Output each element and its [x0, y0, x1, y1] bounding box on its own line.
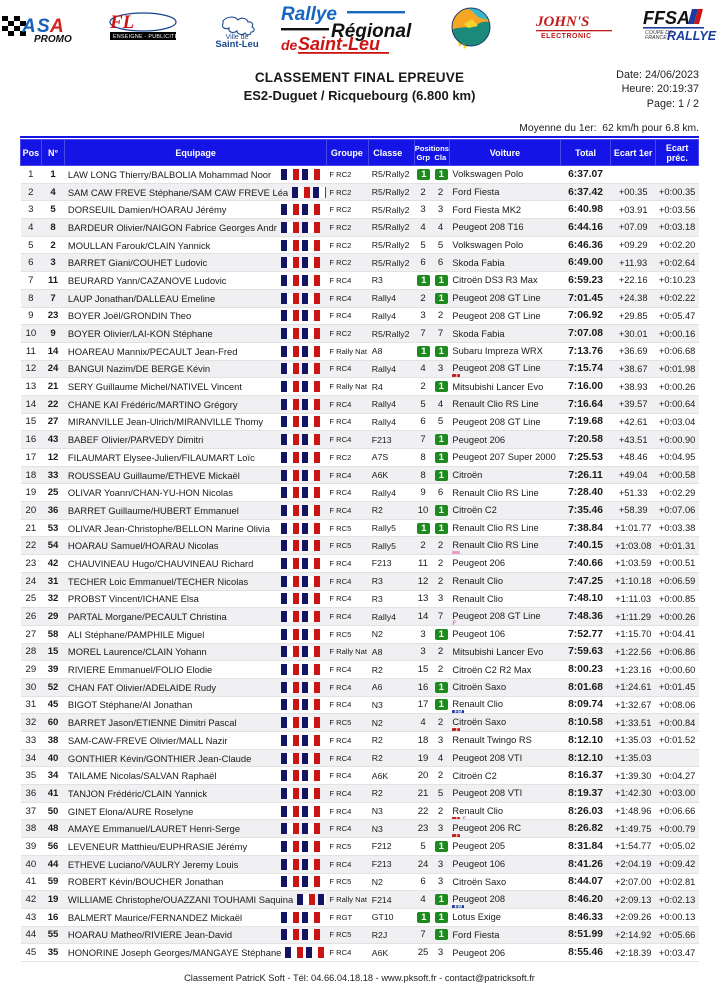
svg-text:PROMO: PROMO — [34, 34, 72, 44]
svg-text:RALLYE: RALLYE — [667, 29, 717, 42]
svg-text:JOHN'S: JOHN'S — [536, 14, 589, 30]
svg-text:Saint-Leu: Saint-Leu — [298, 34, 380, 54]
svg-text:FRANCE: FRANCE — [645, 35, 667, 41]
svg-text:ENSEIGNE - PUBLICITE: ENSEIGNE - PUBLICITE — [113, 34, 178, 40]
svg-text:de: de — [281, 37, 298, 53]
svg-text:ELECTRONIC: ELECTRONIC — [541, 33, 592, 40]
svg-text:FL: FL — [109, 12, 134, 33]
svg-text:FFSA: FFSA — [643, 8, 690, 28]
svg-text:Rallye: Rallye — [281, 4, 337, 25]
svg-text:Saint-Leu: Saint-Leu — [215, 39, 258, 47]
